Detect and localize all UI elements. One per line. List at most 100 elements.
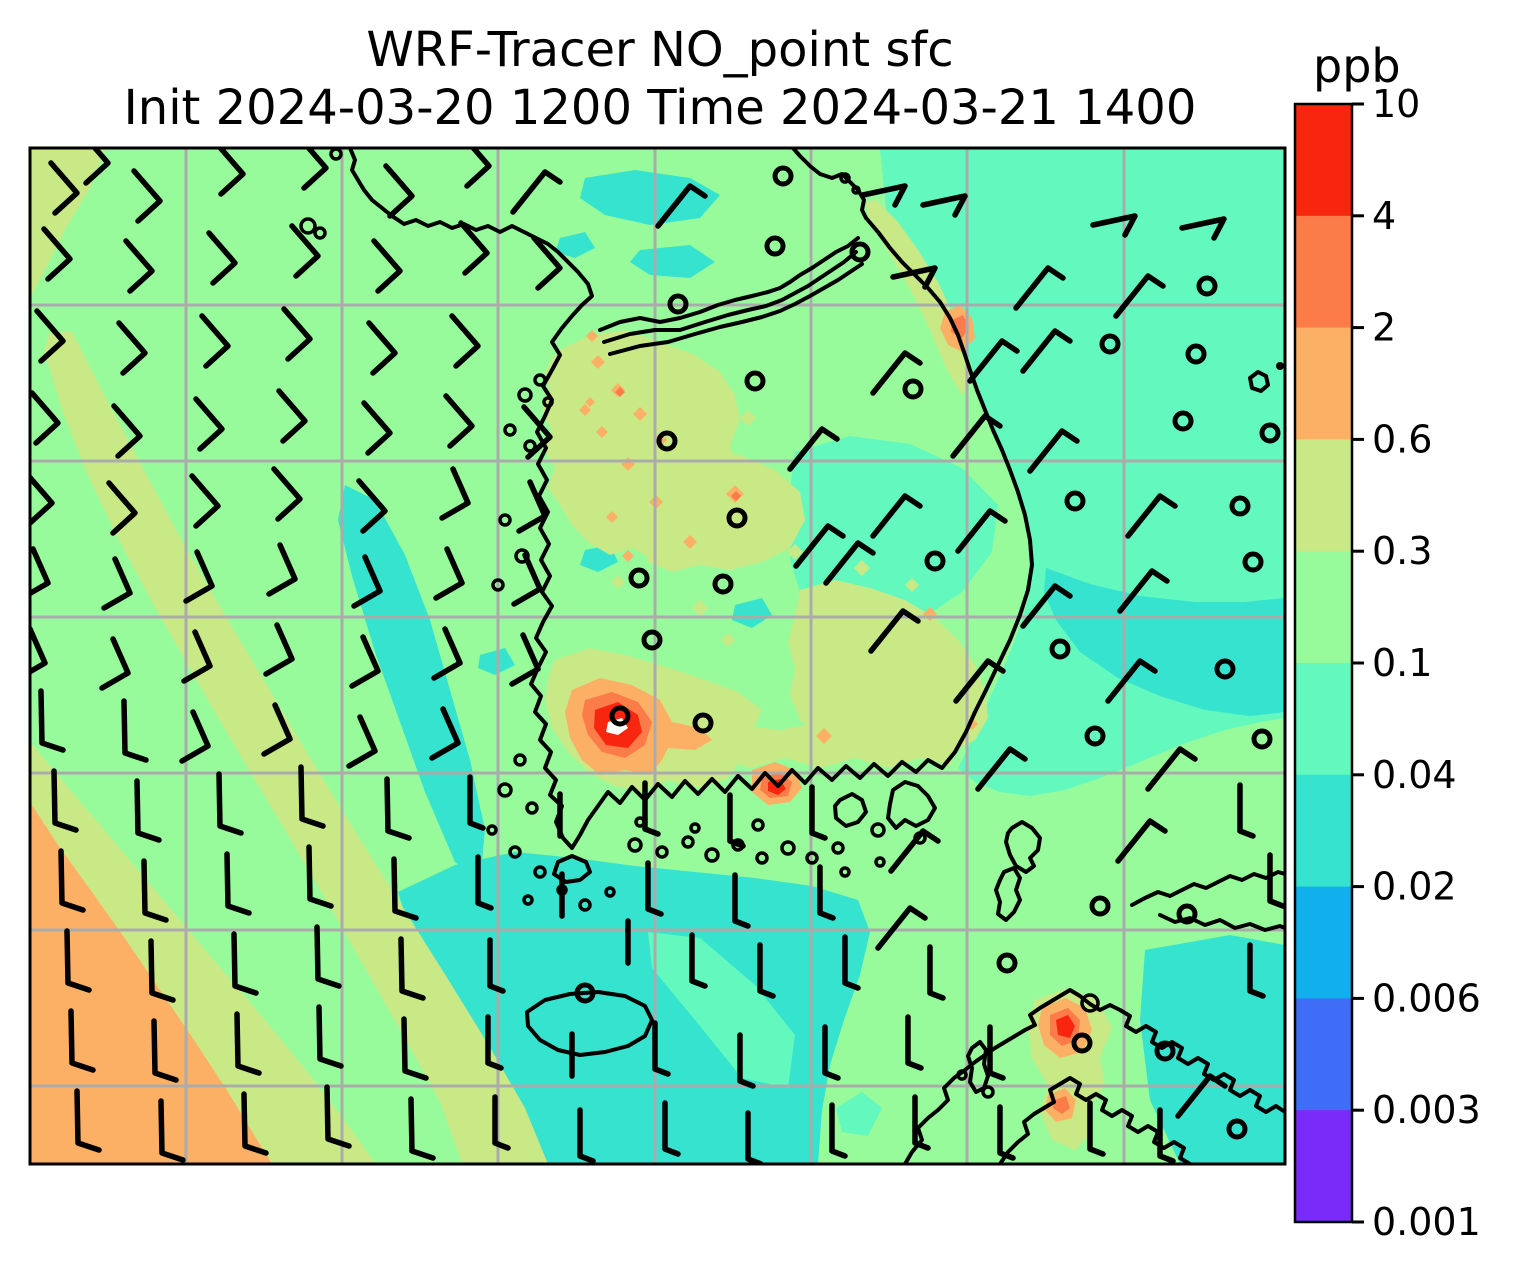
wind-barb (652, 1020, 671, 1077)
wind-barb (314, 924, 342, 989)
wind-barb (1027, 428, 1080, 474)
colorbar: 10 4 2 0.6 0.3 0.1 0.04 0.02 0.006 0.003 0.001 (1293, 82, 1481, 1244)
wind-barb (261, 702, 293, 757)
colorbar-tick-label: 0.04 (1372, 753, 1457, 797)
island (874, 856, 886, 868)
wind-barb (401, 1016, 429, 1081)
calm-wind-circle (1259, 422, 1281, 444)
contour-speckle (816, 728, 832, 744)
island (839, 866, 851, 878)
contour-region (648, 932, 795, 1088)
wind-barb (793, 523, 846, 569)
colorbar-tick-label: 0.6 (1372, 417, 1432, 461)
wind-barb (74, 1088, 102, 1153)
island (627, 837, 643, 853)
wind-barb (870, 493, 923, 539)
calm-wind-circle (772, 165, 794, 187)
wind-barb (1020, 328, 1073, 374)
calm-wind-circle (667, 293, 689, 315)
wind-barb (34, 308, 66, 364)
coastline (833, 792, 868, 828)
wind-barb (263, 622, 295, 677)
wind-barb (521, 404, 553, 460)
wind-barb (485, 1014, 504, 1071)
calm-wind-circle (1084, 725, 1106, 747)
wind-barb (30, 473, 55, 526)
wind-barb (1125, 493, 1178, 539)
wind-barb (950, 413, 1003, 459)
colorbar-segment (1295, 551, 1352, 664)
contour-speckle (905, 578, 919, 592)
wind-barb (487, 937, 506, 994)
contour-region (630, 245, 715, 278)
colorbar-segment (1295, 439, 1352, 552)
contour-speckle (622, 550, 634, 562)
wind-barb (121, 698, 149, 763)
island (299, 217, 317, 235)
contour-speckle (585, 397, 595, 407)
island (780, 840, 796, 856)
island (508, 845, 522, 859)
calm-wind-circle (656, 430, 678, 452)
wind-barb (642, 780, 661, 837)
wind-barb (183, 549, 215, 604)
calm-wind-circle (1251, 728, 1273, 750)
calm-wind-circle (1071, 1032, 1093, 1054)
wind-barb (1267, 852, 1285, 909)
wind-barb (433, 546, 465, 601)
contour-speckle (659, 461, 677, 479)
contour-region (700, 722, 960, 768)
calm-wind-circle (609, 705, 631, 727)
wind-barb (1115, 818, 1168, 864)
island (522, 894, 534, 906)
contour-speckle (596, 426, 608, 438)
contour-region (788, 580, 988, 752)
wind-barb (1105, 658, 1158, 704)
wind-barb (30, 626, 48, 675)
wind-barb (509, 632, 541, 687)
wind-barb (281, 306, 313, 362)
wind-barb (199, 313, 231, 369)
wind-barb (842, 934, 861, 991)
wind-barb (68, 1008, 96, 1073)
island (533, 373, 547, 387)
wind-barb (301, 148, 329, 191)
colorbar-segment (1295, 327, 1352, 440)
island (831, 841, 845, 855)
wind-barb (189, 473, 221, 529)
island (751, 818, 765, 832)
calm-wind-circle (692, 712, 714, 734)
wind-barb (289, 223, 321, 279)
contour-speckle (721, 633, 735, 647)
wind-barb (955, 508, 1008, 554)
wind-barb (492, 1094, 511, 1151)
wind-barb (356, 478, 388, 534)
wind-barb (443, 393, 475, 449)
contour-region (580, 170, 720, 225)
contour-speckle (579, 404, 591, 416)
colorbar-segment (1295, 774, 1352, 888)
calm-wind-circle (764, 235, 786, 257)
wind-barb (371, 238, 403, 294)
island (839, 172, 851, 184)
wind-barb (366, 320, 398, 376)
colorbar-tick-label: 0.3 (1372, 529, 1432, 573)
island (542, 396, 554, 408)
contour-region (44, 332, 548, 1164)
island (497, 782, 513, 798)
contour-speckle (615, 387, 625, 397)
calm-wind-circle (1049, 638, 1071, 660)
wind-barb (111, 403, 143, 459)
wind-barb (101, 556, 133, 611)
contour-speckle (611, 575, 625, 589)
calm-wind-circle (1214, 658, 1236, 680)
island (981, 1085, 995, 1099)
colorbar-tick-label: 0.006 (1372, 976, 1481, 1020)
wind-barb (905, 1014, 924, 1071)
wind-barb (870, 350, 923, 396)
coastline (598, 236, 860, 332)
wind-barb (158, 1098, 186, 1163)
island (517, 387, 533, 403)
calm-wind-circle (574, 982, 596, 1004)
calm-wind-circle (1172, 410, 1194, 432)
